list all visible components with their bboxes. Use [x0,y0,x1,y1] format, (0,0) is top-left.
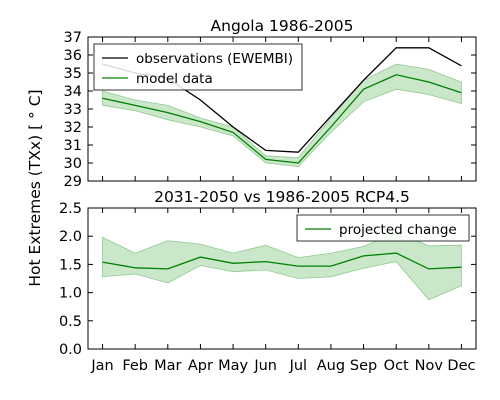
x-tick-label-5: Jun [253,358,277,374]
y-tick-label-0-1: 30 [64,156,82,172]
chart-title-1: 2031-2050 vs 1986-2005 RCP4.5 [154,188,410,206]
x-tick-label-6: Jul [289,358,308,374]
y-tick-label-1-2: 1.0 [59,286,82,302]
x-tick-label-8: Sep [350,358,377,374]
y-tick-label-0-7: 36 [64,48,82,64]
y-tick-label-1-3: 1.5 [59,257,82,273]
x-tick-label-3: Apr [188,358,213,374]
y-tick-label-1-1: 0.5 [59,314,82,330]
y-tick-label-0-0: 29 [64,174,82,190]
y-tick-label-1-4: 2.0 [59,229,82,245]
legend-box-1 [296,214,470,242]
axes-frame-1 [87,207,477,350]
y-tick-label-0-5: 34 [64,84,82,100]
y-tick-label-0-8: 37 [64,30,82,46]
x-tick-label-0: Jan [90,358,113,374]
x-tick-label-9: Oct [384,358,409,374]
x-tick-label-1: Feb [122,358,148,374]
x-tick-label-7: Aug [317,358,345,374]
y-tick-label-0-3: 32 [64,120,82,136]
y-tick-label-0-4: 33 [64,102,82,118]
top-chart-panel: 29 30 31 32 33 34 35 36 37 Angola 1986-2005 observ… [64,17,477,190]
series-line-1-0 [102,252,462,270]
y-tick-label-1-0: 0.0 [59,342,82,358]
x-tick-label-2: Mar [154,358,181,374]
series-line-0-1 [102,74,462,164]
legend-box-0 [93,43,303,91]
series-band-1-0 [102,231,462,301]
y-tick-label-0-6: 35 [64,66,82,82]
y-axis-label: Hot Extremes (TXx) [ ° C] [26,89,44,286]
y-tick-label-1-5: 2.5 [59,201,82,217]
chart-title-0: Angola 1986-2005 [211,17,354,35]
x-tick-label-10: Nov [415,358,444,374]
legend-entry-0-1: model data [136,71,213,87]
bottom-chart-panel: 0.0 0.5 1.0 1.5 2.0 2.5 Jan Feb Mar Apr May Jun Jul A… [59,188,477,374]
y-tick-label-0-2: 31 [64,138,82,154]
x-tick-label-11: Dec [447,358,475,374]
legend-entry-1-0: projected change [339,222,457,238]
legend-entry-0-0: observations (EWEMBI) [136,51,293,67]
x-tick-label-4: May [218,358,248,374]
